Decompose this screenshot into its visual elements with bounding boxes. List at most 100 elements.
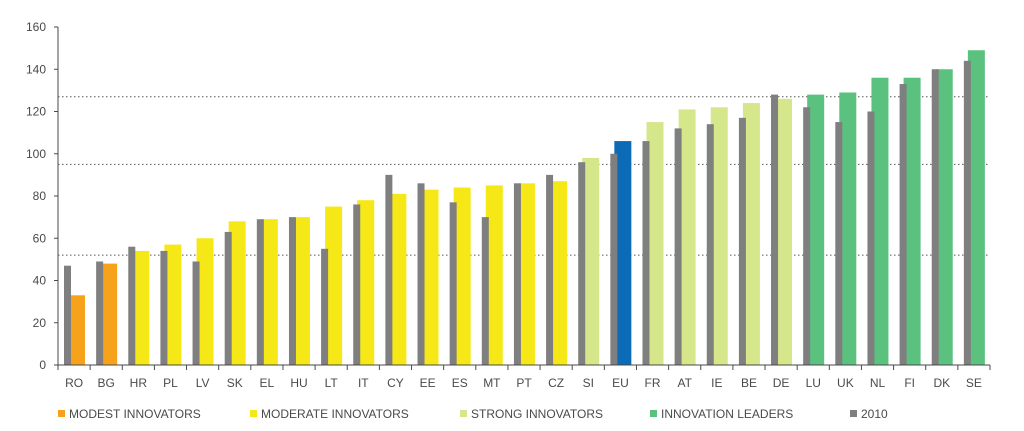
bar-current-at: [678, 109, 696, 365]
bar-2010-mt: [481, 217, 489, 365]
x-tick-label-cz: CZ: [548, 376, 564, 390]
legend-label-modest: MODEST INNOVATORS: [69, 407, 201, 421]
bar-2010-de: [771, 94, 779, 365]
x-tick-label-fr: FR: [645, 376, 661, 390]
bar-current-be: [742, 103, 760, 366]
bar-2010-ie: [706, 124, 714, 365]
bar-current-ie: [710, 107, 728, 366]
bar-2010-ee: [417, 183, 425, 365]
bar-2010-fr: [642, 141, 650, 365]
bar-current-nl: [871, 77, 889, 365]
x-tick-label-nl: NL: [870, 376, 886, 390]
bar-2010-se: [963, 60, 971, 366]
bar-current-ee: [421, 189, 439, 365]
x-tick-label-si: SI: [583, 376, 594, 390]
x-tick-label-se: SE: [966, 376, 982, 390]
y-tick-label: 20: [33, 316, 47, 330]
x-tick-label-sk: SK: [227, 376, 243, 390]
bar-2010-lu: [803, 107, 811, 366]
legend-swatch-modest: [58, 410, 65, 417]
bar-current-fi: [903, 77, 921, 365]
legend-label-moderate: MODERATE INNOVATORS: [261, 407, 409, 421]
x-tick-label-it: IT: [358, 376, 369, 390]
legend-label-strong: STRONG INNOVATORS: [471, 407, 603, 421]
bar-2010-bg: [96, 261, 104, 365]
bar-2010-lv: [192, 261, 200, 365]
x-tick-label-ie: IE: [711, 376, 722, 390]
bars: [64, 50, 985, 366]
bar-current-mt: [485, 185, 503, 365]
x-tick-label-lt: LT: [325, 376, 339, 390]
bar-current-hr: [132, 250, 150, 365]
bar-current-sk: [228, 221, 246, 365]
bar-current-se: [967, 50, 985, 366]
legend-label-leader: INNOVATION LEADERS: [661, 407, 793, 421]
bar-2010-cy: [385, 174, 393, 365]
x-tick-label-es: ES: [452, 376, 468, 390]
bar-2010-pl: [160, 250, 168, 365]
bar-2010-es: [449, 202, 457, 365]
bar-current-lt: [325, 206, 343, 365]
y-tick-label: 80: [33, 189, 47, 203]
x-tick-label-be: BE: [741, 376, 757, 390]
x-tick-label-el: EL: [260, 376, 275, 390]
bar-2010-sk: [224, 231, 232, 365]
x-tick-label-hr: HR: [130, 376, 148, 390]
legend-swatch-strong: [460, 410, 467, 417]
y-tick-label: 60: [33, 231, 47, 245]
x-tick-label-pt: PT: [516, 376, 532, 390]
bar-current-dk: [935, 69, 953, 365]
x-axis: RO BG HR PL LV SK EL HU LT IT CY EE ES MT PT CZ SI EU FR AT…: [57, 364, 991, 390]
legend-swatch-moderate: [250, 410, 257, 417]
bar-2010-fi: [899, 84, 907, 365]
y-tick-label: 140: [26, 62, 46, 76]
legend-label-2010: 2010: [861, 407, 888, 421]
x-tick-label-ee: EE: [420, 376, 436, 390]
y-tick-label: 0: [39, 358, 46, 372]
bar-2010-hu: [288, 217, 296, 365]
bar-2010-it: [353, 204, 361, 365]
bar-current-lv: [196, 238, 214, 365]
x-tick-label-hu: HU: [290, 376, 307, 390]
bar-2010-hr: [128, 246, 136, 365]
bar-2010-nl: [867, 111, 875, 365]
y-tick-label: 120: [26, 105, 46, 119]
bar-2010-eu: [610, 153, 618, 365]
bar-2010-be: [738, 117, 746, 366]
bar-current-it: [357, 200, 375, 365]
bar-2010-cz: [546, 174, 554, 365]
bar-current-bg: [100, 263, 118, 365]
y-axis: 0 20 40 60 80 100 120 140 160: [26, 20, 59, 372]
x-tick-label-bg: BG: [98, 376, 115, 390]
y-tick-label: 160: [26, 20, 46, 34]
bar-current-uk: [839, 92, 857, 366]
x-tick-label-lu: LU: [806, 376, 821, 390]
x-tick-label-eu: EU: [612, 376, 629, 390]
bar-current-pt: [517, 183, 535, 365]
x-tick-label-dk: DK: [933, 376, 950, 390]
legend-swatch-2010: [850, 410, 857, 417]
x-tick-label-uk: UK: [837, 376, 854, 390]
bar-current-cz: [550, 181, 568, 365]
bar-2010-el: [256, 219, 264, 365]
x-tick-label-ro: RO: [65, 376, 83, 390]
bar-current-cy: [389, 193, 407, 365]
x-tick-label-pl: PL: [163, 376, 178, 390]
bar-2010-at: [674, 128, 682, 365]
reference-lines: [58, 96, 990, 256]
bar-current-de: [775, 98, 793, 365]
x-tick-label-cy: CY: [387, 376, 404, 390]
y-tick-label: 40: [33, 274, 47, 288]
x-tick-label-fi: FI: [904, 376, 915, 390]
bar-current-pl: [164, 244, 182, 365]
y-tick-label: 100: [26, 147, 46, 161]
bar-2010-pt: [513, 183, 521, 365]
x-tick-label-at: AT: [677, 376, 692, 390]
bar-current-fr: [646, 122, 664, 365]
bar-current-eu: [614, 141, 632, 365]
bar-current-es: [453, 187, 471, 365]
bar-current-si: [582, 157, 600, 365]
bar-2010-ro: [64, 265, 71, 365]
x-tick-label-lv: LV: [196, 376, 210, 390]
